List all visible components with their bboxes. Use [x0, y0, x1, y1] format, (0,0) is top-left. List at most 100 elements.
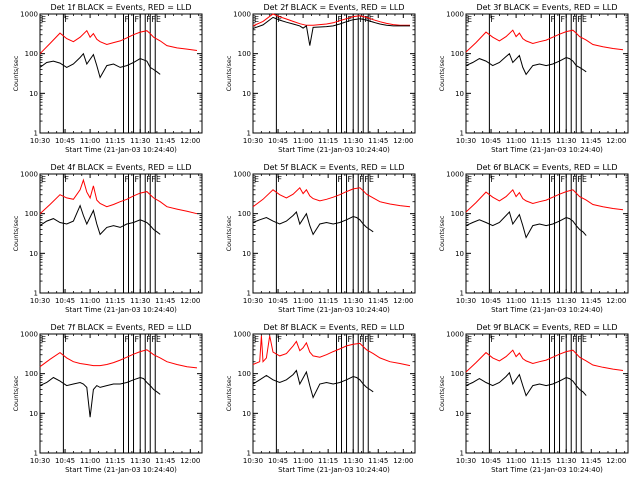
event-marker-label: E	[254, 15, 259, 24]
event-marker-label: F	[490, 15, 495, 24]
event-marker-label: F	[135, 335, 140, 344]
x-tick-label: 11:30	[343, 457, 363, 465]
x-tick-label: 11:00	[80, 457, 100, 465]
x-tick-label: 10:30	[243, 457, 263, 465]
x-tick-label: 12:00	[180, 297, 200, 305]
x-tick-label: 11:30	[130, 297, 150, 305]
event-marker-label: FE	[151, 15, 161, 24]
x-axis-label: Start Time (21-Jan-03 10:24:40)	[491, 306, 603, 314]
x-tick-label: 11:15	[318, 137, 338, 145]
panel-title: Det 6f BLACK = Events, RED = LLD	[476, 163, 617, 172]
x-tick-label: 11:15	[105, 457, 125, 465]
event-marker-label: E	[254, 335, 259, 344]
x-tick-label: 11:15	[318, 297, 338, 305]
y-tick-label: 1	[460, 290, 464, 298]
x-axis-label: Start Time (21-Jan-03 10:24:40)	[491, 146, 603, 154]
y-axis-label: Counts/sec	[225, 375, 233, 411]
event-marker-label: F	[338, 15, 343, 24]
y-tick-label: 100	[451, 50, 464, 58]
event-marker-label: F	[572, 15, 577, 24]
panel-title: Det 7f BLACK = Events, RED = LLD	[50, 323, 191, 332]
plot-frame	[465, 13, 629, 134]
y-tick-label: 100	[451, 370, 464, 378]
plot-frame	[39, 173, 203, 294]
plot-frame	[252, 333, 416, 454]
event-marker-label: F	[146, 175, 151, 184]
y-tick-label: 1000	[20, 331, 38, 339]
event-marker-label: F	[490, 175, 495, 184]
x-tick-label: 10:45	[268, 457, 288, 465]
x-tick-label: 10:30	[456, 297, 476, 305]
y-tick-label: 1000	[20, 11, 38, 19]
panel-5f: Det 5f BLACK = Events, RED = LLD 1 10 100 10…	[225, 163, 416, 314]
event-marker-label: F	[146, 335, 151, 344]
event-marker-label: F	[64, 335, 69, 344]
event-marker-label: E	[41, 175, 46, 184]
panel-2f: Det 2f BLACK = Events, RED = LLD 1 10 100 10…	[225, 3, 416, 154]
x-tick-label: 11:45	[155, 457, 175, 465]
event-marker-label: FE	[151, 175, 161, 184]
x-tick-label: 10:30	[456, 137, 476, 145]
x-tick-label: 11:00	[293, 297, 313, 305]
x-tick-label: 10:30	[456, 457, 476, 465]
lld-series-line	[39, 29, 198, 55]
panel-title: Det 9f BLACK = Events, RED = LLD	[476, 323, 617, 332]
y-tick-label: 1000	[20, 171, 38, 179]
event-marker-label: FE	[577, 15, 587, 24]
panel-1f: Det 1f BLACK = Events, RED = LLD 1 10 100 10…	[12, 3, 203, 154]
plot-frame	[252, 13, 416, 134]
x-tick-label: 11:15	[105, 297, 125, 305]
y-tick-label: 10	[29, 250, 38, 258]
event-marker-label: F	[348, 15, 353, 24]
lld-series-line	[465, 188, 624, 213]
events-series-line	[39, 52, 161, 79]
x-tick-label: 10:30	[30, 137, 50, 145]
x-tick-label: 10:45	[481, 457, 501, 465]
y-tick-label: 100	[451, 210, 464, 218]
x-axis-label: Start Time (21-Jan-03 10:24:40)	[278, 306, 390, 314]
x-tick-label: 10:30	[30, 457, 50, 465]
event-marker-label: F	[125, 335, 130, 344]
x-tick-label: 10:30	[243, 297, 263, 305]
y-tick-label: 10	[29, 90, 38, 98]
plot-frame	[39, 333, 203, 454]
x-tick-label: 12:00	[393, 457, 413, 465]
event-marker-label: F	[125, 15, 130, 24]
event-marker-label: F	[277, 175, 282, 184]
event-marker-label: E	[467, 175, 472, 184]
event-marker-label: FE	[577, 335, 587, 344]
y-tick-label: 1	[34, 130, 38, 138]
x-tick-label: 11:45	[581, 297, 601, 305]
x-tick-label: 11:45	[368, 297, 388, 305]
x-tick-label: 11:30	[343, 297, 363, 305]
event-marker-label: F	[348, 175, 353, 184]
event-marker-label: F	[551, 175, 556, 184]
y-tick-label: 100	[25, 370, 38, 378]
plot-frame	[252, 173, 416, 294]
panel-8f: Det 8f BLACK = Events, RED = LLD 1 10 100 10…	[225, 323, 416, 474]
panel-title: Det 5f BLACK = Events, RED = LLD	[263, 163, 404, 172]
x-tick-label: 11:00	[506, 457, 526, 465]
x-tick-label: 11:45	[581, 137, 601, 145]
x-tick-label: 11:00	[80, 137, 100, 145]
x-tick-label: 11:45	[155, 137, 175, 145]
x-tick-label: 10:30	[243, 137, 263, 145]
panel-title: Det 4f BLACK = Events, RED = LLD	[50, 163, 191, 172]
panel-6f: Det 6f BLACK = Events, RED = LLD 1 10 100 10…	[438, 163, 629, 314]
x-tick-label: 11:30	[556, 457, 576, 465]
events-series-line	[465, 52, 587, 76]
events-series-line	[252, 211, 374, 236]
y-axis-label: Counts/sec	[12, 375, 20, 411]
x-tick-label: 12:00	[180, 457, 200, 465]
x-tick-label: 12:00	[606, 137, 626, 145]
x-tick-label: 11:15	[531, 297, 551, 305]
events-series-line	[465, 211, 587, 239]
event-marker-label: E	[41, 15, 46, 24]
event-marker-label: F	[146, 15, 151, 24]
event-marker-label: F	[348, 335, 353, 344]
event-marker-label: F	[490, 335, 495, 344]
event-marker-label: F	[338, 335, 343, 344]
x-tick-label: 11:45	[368, 137, 388, 145]
event-marker-label: F	[359, 335, 364, 344]
